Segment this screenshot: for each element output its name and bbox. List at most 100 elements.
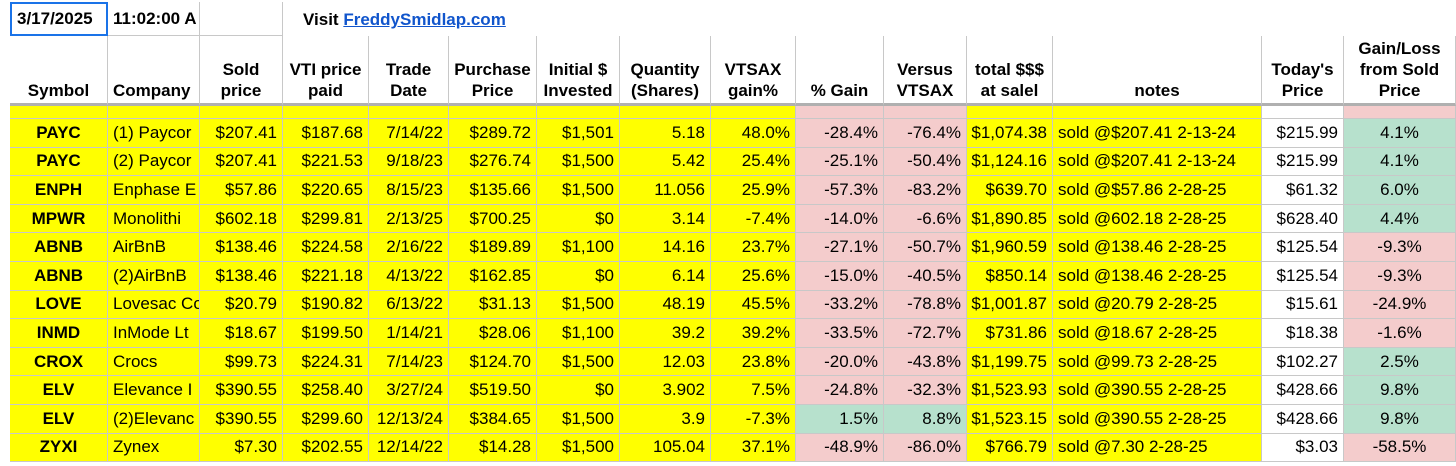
cell[interactable]: 7.5% <box>711 376 796 405</box>
cell[interactable]: -6.6% <box>884 204 967 234</box>
cell[interactable]: Enphase E <box>108 176 200 205</box>
cell[interactable]: -57.3% <box>796 176 884 205</box>
cell[interactable]: $207.41 <box>200 147 283 177</box>
cell[interactable]: sold @$57.86 2-28-25 <box>1053 176 1262 205</box>
cell[interactable]: $99.73 <box>200 347 283 377</box>
cell[interactable] <box>796 104 884 119</box>
column-header[interactable]: Gain/Loss from Sold Price <box>1344 36 1456 106</box>
cell[interactable]: -72.7% <box>884 319 967 348</box>
cell[interactable]: $850.14 <box>967 262 1053 291</box>
cell[interactable]: $18.38 <box>1262 319 1344 348</box>
cell[interactable]: $1,124.16 <box>967 147 1053 177</box>
column-header[interactable]: Today's Price <box>1262 36 1344 106</box>
cell[interactable]: $202.55 <box>283 433 369 463</box>
cell[interactable]: $731.86 <box>967 319 1053 348</box>
cell[interactable]: 6/13/22 <box>369 290 449 320</box>
cell[interactable]: $1,500 <box>537 347 620 377</box>
cell[interactable]: sold @20.79 2-28-25 <box>1053 290 1262 320</box>
cell[interactable]: 4.1% <box>1344 147 1456 177</box>
cell[interactable]: -9.3% <box>1344 262 1456 291</box>
cell[interactable] <box>10 104 108 119</box>
cell[interactable]: -40.5% <box>884 262 967 291</box>
cell[interactable]: -24.8% <box>796 376 884 405</box>
cell[interactable]: -27.1% <box>796 233 884 262</box>
cell[interactable]: Zynex <box>108 433 200 463</box>
cell[interactable]: 2.5% <box>1344 347 1456 377</box>
cell[interactable] <box>620 104 711 119</box>
cell[interactable]: 37.1% <box>711 433 796 463</box>
date-cell[interactable]: 3/17/2025 <box>10 2 108 36</box>
cell[interactable]: sold @138.46 2-28-25 <box>1053 262 1262 291</box>
cell[interactable]: $224.31 <box>283 347 369 377</box>
cell[interactable]: LOVE <box>10 290 108 320</box>
cell[interactable]: -58.5% <box>1344 433 1456 463</box>
cell[interactable]: $766.79 <box>967 433 1053 463</box>
cell[interactable]: $390.55 <box>200 376 283 405</box>
cell[interactable]: 9.8% <box>1344 376 1456 405</box>
cell[interactable]: $187.68 <box>283 119 369 148</box>
column-header[interactable]: total $$$ at salel <box>967 36 1053 106</box>
cell[interactable]: $7.30 <box>200 433 283 463</box>
cell[interactable]: -43.8% <box>884 347 967 377</box>
cell[interactable]: $224.58 <box>283 233 369 262</box>
cell[interactable]: $428.66 <box>1262 405 1344 434</box>
cell[interactable]: $199.50 <box>283 319 369 348</box>
cell[interactable]: AirBnB <box>108 233 200 262</box>
cell[interactable]: InMode Lt <box>108 319 200 348</box>
cell[interactable]: ABNB <box>10 233 108 262</box>
cell[interactable]: -7.4% <box>711 204 796 234</box>
cell[interactable]: -24.9% <box>1344 290 1456 320</box>
column-header[interactable]: Trade Date <box>369 36 449 106</box>
cell[interactable]: -50.7% <box>884 233 967 262</box>
cell[interactable]: 48.0% <box>711 119 796 148</box>
cell[interactable]: 3.9 <box>620 405 711 434</box>
column-header[interactable]: Sold price <box>200 36 283 106</box>
cell[interactable]: 7/14/22 <box>369 119 449 148</box>
cell[interactable]: $102.27 <box>1262 347 1344 377</box>
cell[interactable]: sold @7.30 2-28-25 <box>1053 433 1262 463</box>
cell[interactable]: $215.99 <box>1262 147 1344 177</box>
cell[interactable]: -9.3% <box>1344 233 1456 262</box>
cell[interactable]: $1,500 <box>537 147 620 177</box>
column-header[interactable]: Company <box>108 36 200 106</box>
cell[interactable]: $1,501 <box>537 119 620 148</box>
column-header[interactable]: % Gain <box>796 36 884 106</box>
cell[interactable]: -1.6% <box>1344 319 1456 348</box>
cell[interactable]: -25.1% <box>796 147 884 177</box>
cell[interactable]: 4/13/22 <box>369 262 449 291</box>
cell[interactable] <box>283 104 369 119</box>
cell[interactable]: -78.8% <box>884 290 967 320</box>
cell[interactable]: 8.8% <box>884 405 967 434</box>
cell[interactable]: $215.99 <box>1262 119 1344 148</box>
cell[interactable] <box>1053 104 1262 119</box>
cell[interactable]: 6.0% <box>1344 176 1456 205</box>
cell[interactable]: ELV <box>10 405 108 434</box>
cell[interactable]: 4.4% <box>1344 204 1456 234</box>
cell[interactable]: $428.66 <box>1262 376 1344 405</box>
cell[interactable]: -83.2% <box>884 176 967 205</box>
cell[interactable]: 3.902 <box>620 376 711 405</box>
cell[interactable]: CROX <box>10 347 108 377</box>
cell[interactable]: 25.9% <box>711 176 796 205</box>
cell[interactable]: $125.54 <box>1262 233 1344 262</box>
cell[interactable]: 25.6% <box>711 262 796 291</box>
cell[interactable]: -14.0% <box>796 204 884 234</box>
column-header[interactable]: Symbol <box>10 36 108 106</box>
cell[interactable]: Crocs <box>108 347 200 377</box>
cell[interactable]: 25.4% <box>711 147 796 177</box>
cell[interactable]: 3.14 <box>620 204 711 234</box>
cell[interactable]: 23.7% <box>711 233 796 262</box>
cell[interactable]: $207.41 <box>200 119 283 148</box>
cell[interactable]: ABNB <box>10 262 108 291</box>
cell[interactable]: $1,523.93 <box>967 376 1053 405</box>
cell[interactable]: (1) Paycor <box>108 119 200 148</box>
cell[interactable]: -7.3% <box>711 405 796 434</box>
cell[interactable]: $628.40 <box>1262 204 1344 234</box>
cell[interactable]: -48.9% <box>796 433 884 463</box>
cell[interactable]: $0 <box>537 376 620 405</box>
cell[interactable]: $138.46 <box>200 262 283 291</box>
cell[interactable]: Lovesac Co <box>108 290 200 320</box>
cell[interactable]: $299.81 <box>283 204 369 234</box>
cell[interactable]: 9/18/23 <box>369 147 449 177</box>
cell[interactable]: ENPH <box>10 176 108 205</box>
